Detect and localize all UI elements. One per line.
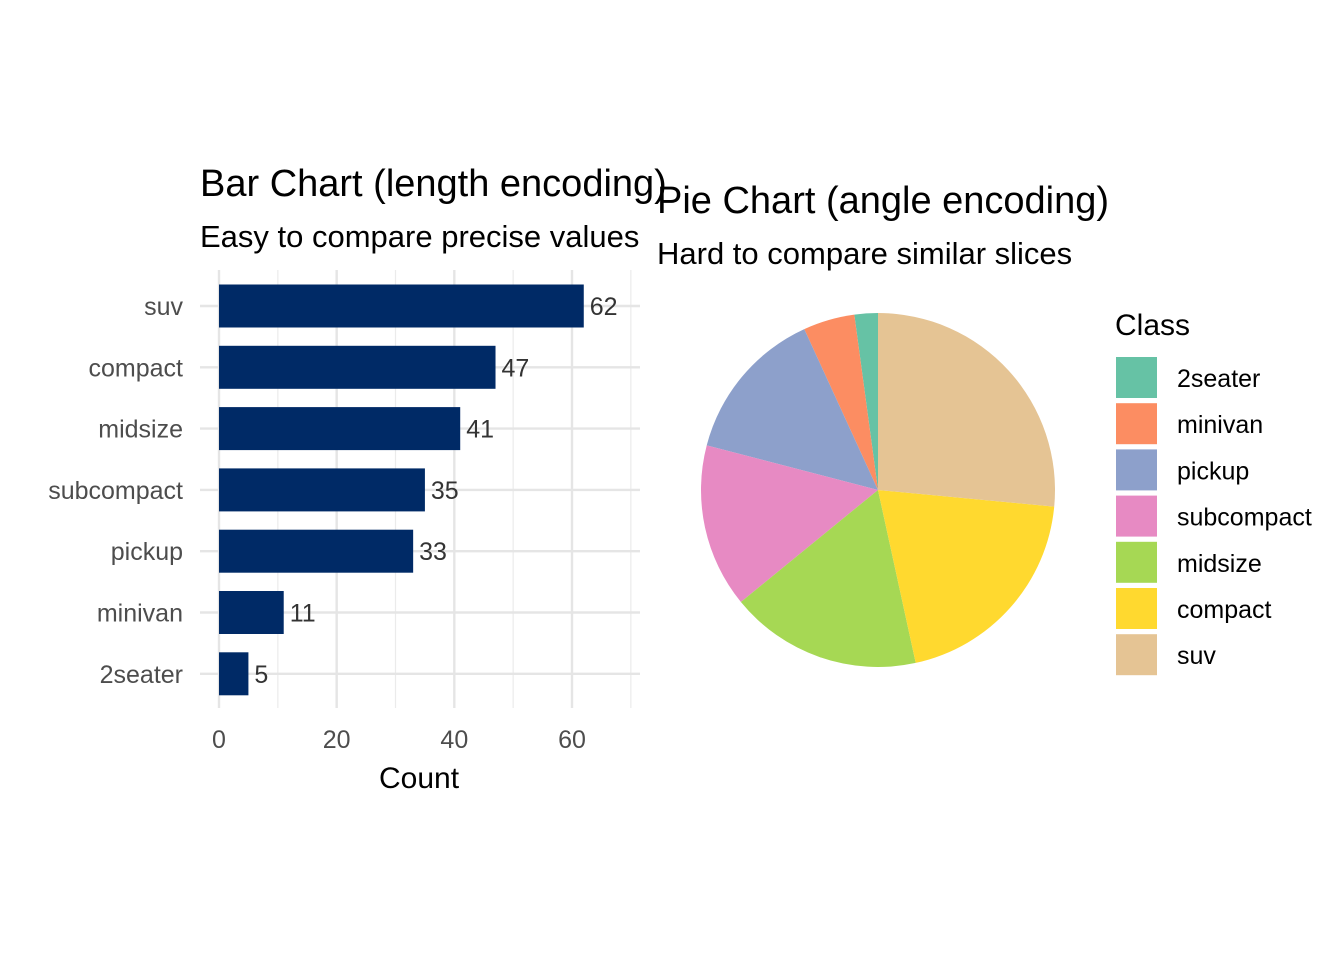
legend-swatch-suv (1116, 634, 1157, 676)
legend-swatch-minivan (1116, 403, 1157, 445)
pie-legend-title: Class (1115, 309, 1190, 342)
bar-x-tick-label: 20 (323, 726, 351, 754)
bar-chart: suv compact midsize subcompact pickup minivan… (48, 163, 667, 795)
bar-category-label: compact (89, 354, 184, 382)
bar-data-label: 41 (466, 416, 494, 444)
bar-2seater (219, 652, 249, 696)
bar-data-label: 11 (290, 600, 316, 628)
legend-swatch-pickup (1116, 449, 1157, 491)
pie-legend: 2seater minivan pickup subcompact midsize com… (1116, 357, 1312, 676)
legend-swatch-compact (1116, 588, 1157, 629)
bar-pickup (219, 529, 414, 573)
pie-slice-pickup (706, 329, 878, 490)
legend-label-suv: suv (1177, 642, 1216, 670)
pie-slice-minivan (804, 314, 878, 490)
legend-label-2seater: 2seater (1177, 365, 1260, 393)
bar-data-label: 35 (431, 477, 459, 505)
legend-swatch-midsize (1116, 541, 1157, 583)
bar-data-label: 5 (254, 661, 268, 689)
pie-slice-compact (878, 490, 1055, 663)
bar-suv (219, 284, 584, 328)
bar-data-label: 62 (590, 293, 618, 321)
bar-x-tick-labels: 0 20 40 60 (212, 726, 586, 754)
bar-data-label: 47 (502, 354, 530, 382)
bar-x-tick-label: 0 (212, 726, 226, 754)
pie-slices (701, 313, 1056, 667)
legend-label-subcompact: subcompact (1177, 504, 1312, 532)
bar-category-labels: suv compact midsize subcompact pickup minivan… (48, 293, 183, 689)
pie-slice-2seater (854, 313, 878, 490)
legend-swatch-2seater (1116, 357, 1157, 398)
bar-data-labels: 62 47 41 35 33 11 5 (254, 293, 617, 689)
legend-label-pickup: pickup (1177, 457, 1249, 485)
bar-midsize (219, 407, 461, 451)
legend-swatch-subcompact (1116, 495, 1157, 537)
bar-category-label: subcompact (48, 477, 183, 505)
bar-category-label: 2seater (100, 661, 183, 689)
legend-label-compact: compact (1177, 596, 1272, 624)
pie-slice-subcompact (701, 445, 878, 602)
bar-x-tick-label: 60 (558, 726, 586, 754)
pie-slice-midsize (740, 490, 916, 667)
legend-label-minivan: minivan (1177, 411, 1263, 439)
bar-marks (219, 284, 584, 696)
bar-data-label: 33 (419, 538, 447, 566)
bar-chart-subtitle: Easy to compare precise values (200, 219, 639, 254)
bar-category-label: suv (144, 293, 183, 321)
bar-compact (219, 345, 496, 389)
bar-minivan (219, 591, 284, 634)
bar-x-axis-label: Count (379, 762, 460, 795)
bar-category-label: midsize (98, 416, 183, 444)
bar-subcompact (219, 468, 425, 512)
pie-slice-suv (878, 313, 1056, 507)
bar-category-label: minivan (97, 600, 183, 628)
pie-chart-subtitle: Hard to compare similar slices (657, 236, 1072, 271)
legend-label-midsize: midsize (1177, 550, 1262, 578)
bar-chart-title: Bar Chart (length encoding) (200, 163, 667, 205)
pie-chart: Pie Chart (angle encoding) Hard to compa… (657, 180, 1312, 676)
bar-category-label: pickup (111, 538, 183, 566)
bar-x-tick-label: 40 (440, 726, 468, 754)
pie-chart-title: Pie Chart (angle encoding) (657, 180, 1109, 222)
